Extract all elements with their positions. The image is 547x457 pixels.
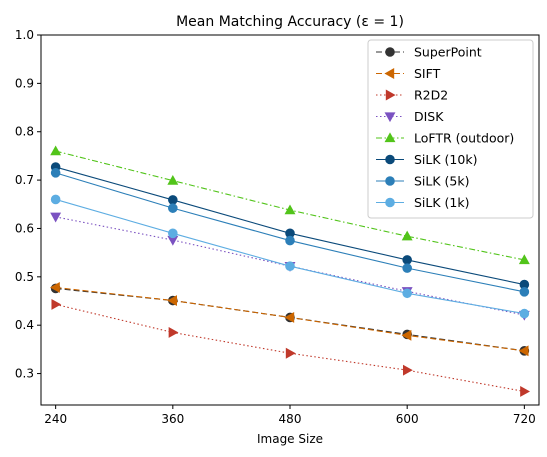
data-point (50, 212, 62, 223)
data-point (285, 235, 295, 246)
data-point (402, 263, 412, 273)
legend-label: SuperPoint (414, 45, 482, 60)
legend-label: SiLK (5k) (414, 174, 470, 189)
series-6 (50, 168, 530, 297)
data-point (167, 295, 178, 306)
data-point (51, 298, 62, 310)
data-point (285, 261, 295, 271)
series-4 (50, 145, 530, 265)
series-layer (50, 145, 530, 397)
x-tick-label: 600 (396, 412, 419, 426)
legend-entry: SuperPoint (376, 45, 482, 60)
x-tick-label: 360 (161, 412, 184, 426)
legend-entry: SIFT (376, 66, 441, 81)
legend-marker (385, 89, 396, 101)
legend-label: R2D2 (414, 88, 448, 103)
y-tick-label: 0.9 (15, 76, 34, 90)
data-point (519, 308, 530, 319)
legend-marker (385, 47, 395, 57)
axes: 240 360 480 600 720 0.3 0.4 0.5 0.6 0.7 0.8 0.9 1.0 (15, 28, 540, 426)
data-point (50, 145, 62, 156)
data-point (518, 345, 529, 357)
legend-marker (385, 176, 395, 186)
legend-label: DISK (414, 109, 444, 124)
data-point (402, 364, 413, 376)
x-tick-label: 720 (513, 412, 536, 426)
data-point (168, 228, 178, 239)
y-tick-label: 1.0 (15, 28, 34, 42)
x-axis-label: Image Size (257, 432, 323, 446)
data-point (50, 194, 61, 205)
legend-marker (384, 68, 395, 79)
data-point (284, 312, 295, 323)
series-1 (50, 282, 529, 357)
data-point (284, 204, 296, 215)
legend: SuperPoint SIFT R2D2 DISK LoFTR (outdoor) SiL… (367, 39, 534, 219)
x-tick-label: 240 (44, 412, 67, 426)
legend-label: SIFT (414, 66, 441, 81)
y-tick-label: 0.3 (15, 367, 34, 381)
data-point (168, 203, 178, 213)
y-tick-label: 0.8 (15, 125, 34, 139)
data-point (168, 195, 178, 205)
legend-entry: DISK (376, 109, 444, 124)
legend-marker (385, 197, 395, 208)
series-7 (50, 194, 530, 319)
data-point (50, 282, 60, 293)
legend-label: SiLK (1k) (414, 195, 470, 210)
chart-title: Mean Matching Accuracy (ε = 1) (176, 14, 404, 30)
legend-label: LoFTR (outdoor) (414, 131, 514, 146)
legend-label: SiLK (10k) (414, 152, 477, 167)
legend-box (367, 39, 534, 219)
data-point (519, 287, 530, 297)
legend-marker (384, 132, 396, 143)
legend-entry: LoFTR (outdoor) (376, 131, 514, 146)
y-tick-label: 0.7 (15, 173, 34, 187)
legend-marker (384, 112, 396, 123)
data-point (520, 386, 530, 397)
legend-entry: SiLK (10k) (376, 152, 477, 167)
data-point (168, 327, 179, 338)
data-point (50, 168, 61, 178)
y-tick-label: 0.6 (15, 221, 34, 235)
x-tick-label: 480 (279, 412, 302, 426)
data-point (402, 255, 412, 265)
data-point (401, 329, 412, 341)
data-point (401, 230, 413, 241)
y-tick-label: 0.4 (15, 318, 34, 332)
legend-marker (385, 154, 395, 165)
legend-entry: R2D2 (376, 88, 448, 103)
y-tick-label: 0.5 (15, 270, 34, 284)
series-line (55, 303, 525, 392)
data-point (518, 254, 530, 265)
legend-entry: SiLK (5k) (376, 174, 470, 189)
data-point (285, 347, 296, 359)
series-2 (51, 298, 530, 397)
legend-entry: SiLK (1k) (376, 195, 470, 210)
data-point (167, 174, 179, 185)
data-point (402, 288, 412, 299)
